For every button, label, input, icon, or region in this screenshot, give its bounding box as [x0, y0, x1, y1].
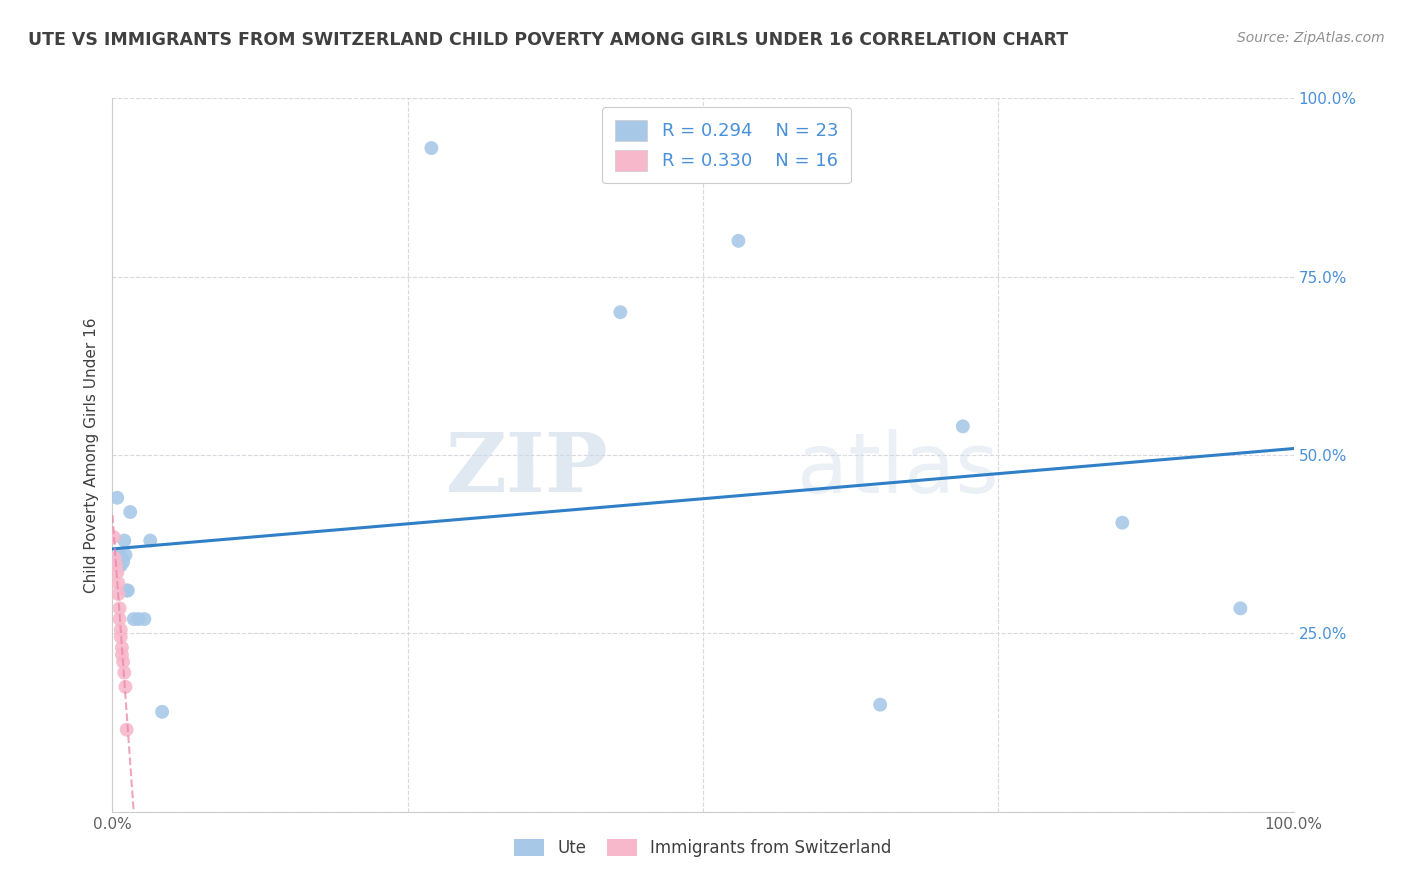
Point [134, 612, 156, 626]
Legend: Ute, Immigrants from Switzerland: Ute, Immigrants from Switzerland [508, 832, 898, 864]
Point [115, 583, 138, 598]
Point [111, 551, 134, 566]
Point [104, 551, 127, 566]
Point [103, 530, 125, 544]
Point [107, 551, 129, 566]
Point [150, 705, 173, 719]
Point [105, 558, 128, 573]
Point [1229, 601, 1251, 615]
Point [1111, 516, 1133, 530]
Point [139, 533, 162, 548]
Point [110, 630, 132, 644]
Point [117, 583, 139, 598]
Text: ZIP: ZIP [446, 429, 609, 509]
Point [107, 587, 129, 601]
Point [869, 698, 891, 712]
Point [111, 648, 134, 662]
Point [111, 640, 134, 655]
Point [114, 548, 136, 562]
Y-axis label: Child Poverty Among Girls Under 16: Child Poverty Among Girls Under 16 [84, 318, 100, 592]
Point [420, 141, 443, 155]
Point [120, 505, 142, 519]
Point [727, 234, 749, 248]
Point [112, 555, 135, 569]
Point [112, 655, 135, 669]
Point [105, 491, 128, 505]
Point [112, 533, 135, 548]
Point [127, 612, 149, 626]
Point [114, 680, 136, 694]
Point [122, 612, 145, 626]
Point [115, 723, 138, 737]
Text: UTE VS IMMIGRANTS FROM SWITZERLAND CHILD POVERTY AMONG GIRLS UNDER 16 CORRELATIO: UTE VS IMMIGRANTS FROM SWITZERLAND CHILD… [28, 31, 1069, 49]
Point [952, 419, 974, 434]
Point [108, 601, 131, 615]
Point [108, 612, 131, 626]
Point [108, 548, 131, 562]
Point [105, 566, 128, 580]
Point [609, 305, 631, 319]
Point [110, 558, 132, 573]
Text: Source: ZipAtlas.com: Source: ZipAtlas.com [1237, 31, 1385, 45]
Text: atlas: atlas [797, 429, 1000, 509]
Point [112, 665, 135, 680]
Point [107, 576, 129, 591]
Point [110, 623, 132, 637]
